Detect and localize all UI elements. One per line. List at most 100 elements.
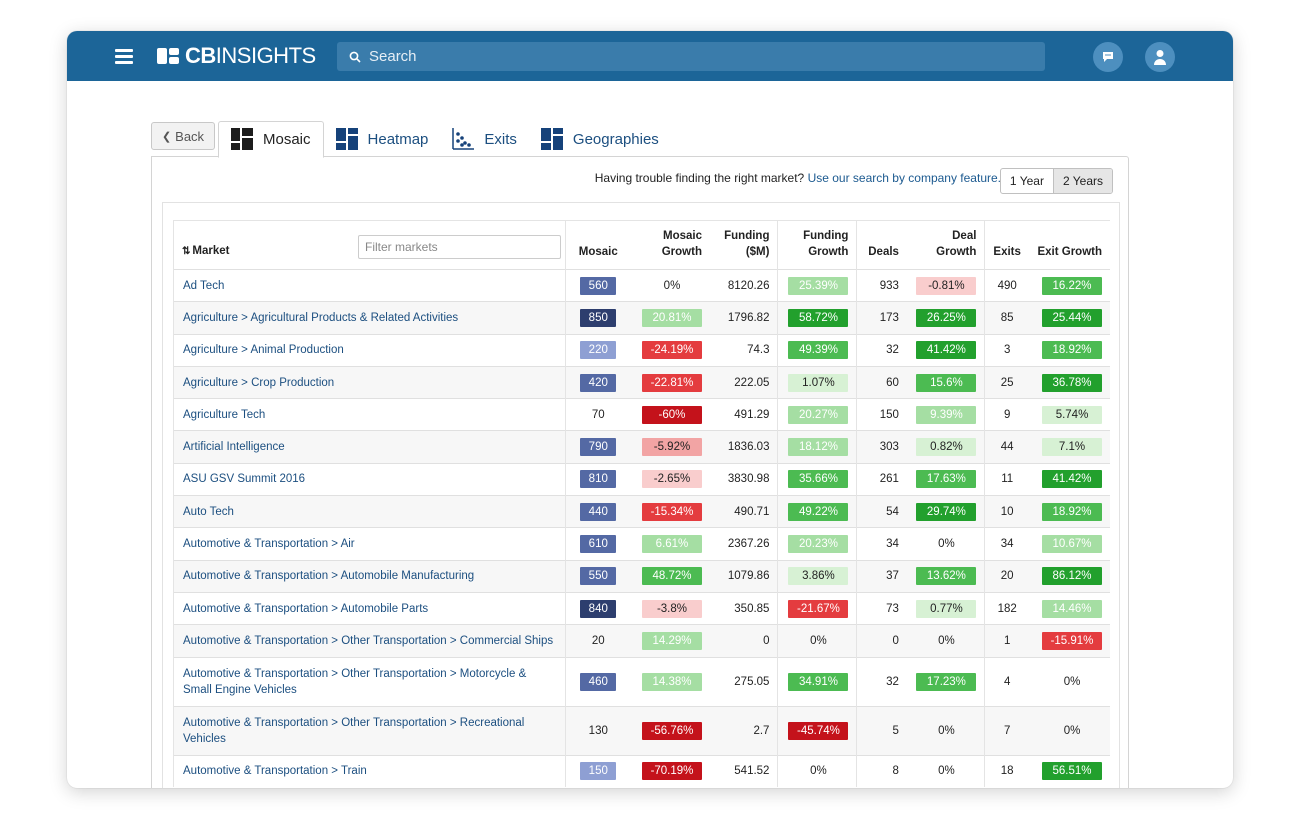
table-row: Automotive & Transportation > Other Tran… — [173, 656, 1110, 707]
market-link[interactable]: ASU GSV Summit 2016 — [183, 473, 306, 486]
funding-value: 222.05 — [734, 376, 770, 389]
market-cell[interactable]: Agriculture Tech — [173, 398, 566, 431]
mosaic-growth-cell: -22.81% — [631, 365, 710, 399]
market-link[interactable]: Agriculture > Agricultural Products & Re… — [183, 311, 459, 324]
exit-growth-column-header[interactable]: Exit Growth — [1028, 220, 1110, 270]
market-link[interactable]: Automotive & Transportation > Other Tran… — [183, 634, 554, 647]
market-link[interactable]: Agriculture > Animal Production — [183, 344, 344, 357]
exits-value: 7 — [1003, 724, 1011, 737]
funding-cell: 490.71 — [709, 495, 778, 528]
market-cell[interactable]: Automotive & Transportation > Automobile… — [173, 559, 566, 593]
market-cell[interactable]: Auto Tech — [173, 495, 566, 528]
market-cell[interactable]: Agriculture > Agricultural Products & Re… — [173, 301, 566, 335]
tab-label: Heatmap — [367, 130, 429, 148]
search-bar[interactable] — [337, 42, 1045, 71]
exit-growth-cell: 0% — [1028, 705, 1110, 756]
market-cell[interactable]: Automotive & Transportation > Other Tran… — [173, 705, 566, 756]
company-search-link[interactable]: Use our search by company feature. — [807, 171, 1001, 185]
tab-mosaic[interactable]: Mosaic — [218, 120, 324, 158]
market-cell[interactable]: Automotive & Transportation > Train — [173, 754, 566, 788]
market-link[interactable]: Automotive & Transportation > Air — [183, 538, 355, 551]
deal-growth-badge: 9.39% — [916, 405, 977, 424]
top-navbar: CBINSIGHTS — [67, 31, 1233, 81]
mosaic-column-header[interactable]: Mosaic — [564, 220, 631, 270]
exit-growth-cell: 18.92% — [1028, 333, 1110, 367]
user-profile-button[interactable] — [1145, 42, 1175, 72]
market-column-header[interactable]: ⇅ Market — [173, 220, 566, 270]
funding-growth-badge: 1.07% — [788, 373, 849, 392]
market-link[interactable]: Automotive & Transportation > Other Tran… — [183, 716, 525, 745]
exit-growth-badge: 41.42% — [1042, 470, 1102, 489]
market-cell[interactable]: Automotive & Transportation > Automobile… — [173, 591, 566, 625]
tab-heatmap[interactable]: Heatmap — [324, 121, 441, 157]
funding-growth-badge: 35.66% — [788, 470, 849, 489]
market-cell[interactable]: Automotive & Transportation > Air — [173, 527, 566, 561]
exit-growth-cell: 18.92% — [1028, 495, 1110, 528]
table-row: Agriculture > Crop Production 420 -22.81% 2… — [173, 365, 1110, 399]
market-cell[interactable]: Automotive & Transportation > Other Tran… — [173, 656, 566, 707]
market-cell[interactable]: Automotive & Transportation > Other Tran… — [173, 624, 566, 658]
market-link[interactable]: Agriculture > Crop Production — [183, 376, 335, 389]
mosaic-cell: 440 — [564, 495, 631, 528]
hamburger-menu-icon[interactable] — [115, 49, 133, 64]
market-link[interactable]: Automotive & Transportation > Automobile… — [183, 570, 475, 583]
funding-column-header[interactable]: Funding ($M) — [709, 220, 778, 270]
market-cell[interactable]: Ad Tech — [173, 268, 566, 302]
market-link[interactable]: Automotive & Transportation > Automobile… — [183, 602, 429, 615]
exit-growth-cell: 0% — [1028, 656, 1110, 707]
deals-cell: 8 — [856, 754, 907, 788]
deal-growth-badge: -0.81% — [916, 276, 977, 295]
market-cell[interactable]: Agriculture > Crop Production — [173, 365, 566, 399]
sort-icon[interactable]: ⇅ — [182, 246, 191, 257]
deal-growth-cell: 0.82% — [906, 430, 985, 464]
funding-growth-badge: 18.12% — [788, 438, 849, 457]
market-link[interactable]: Agriculture Tech — [183, 408, 266, 421]
mosaic-growth-cell: -3.8% — [631, 591, 710, 625]
cb-insights-logo[interactable]: CBINSIGHTS — [157, 45, 316, 67]
mosaic-growth-badge: -2.65% — [641, 470, 702, 489]
deal-growth-cell: 15.6% — [906, 365, 985, 399]
deal-growth-column-header[interactable]: Deal Growth — [906, 220, 985, 270]
mosaic-growth-cell: -15.34% — [631, 495, 710, 528]
market-link[interactable]: Auto Tech — [183, 505, 234, 518]
mosaic-score-badge: 130 — [588, 724, 608, 737]
market-link[interactable]: Ad Tech — [183, 279, 225, 292]
deal-growth-badge: 13.62% — [916, 567, 977, 586]
exit-growth-badge: 36.78% — [1042, 373, 1102, 392]
market-cell[interactable]: ASU GSV Summit 2016 — [173, 462, 566, 496]
funding-value: 0 — [763, 634, 770, 647]
market-link[interactable]: Automotive & Transportation > Other Tran… — [183, 667, 527, 696]
period-1-year-button[interactable]: 1 Year — [1009, 174, 1044, 188]
period-toggle: 1 Year 2 Years — [999, 168, 1113, 194]
search-input[interactable] — [369, 48, 969, 65]
market-cell[interactable]: Agriculture > Animal Production — [173, 333, 566, 367]
exits-column-header[interactable]: Exits — [984, 220, 1029, 270]
chat-button[interactable] — [1093, 42, 1123, 72]
exits-cell: 1 — [984, 624, 1029, 658]
view-tabs: ❮ Back Mosaic Heatmap Exits Geographies — [151, 120, 671, 158]
back-button[interactable]: ❮ Back — [151, 122, 215, 150]
exits-cell: 25 — [984, 365, 1029, 399]
period-2-years-button[interactable]: 2 Years — [1052, 169, 1112, 193]
mosaic-growth-badge: 14.29% — [641, 631, 702, 650]
deal-growth-badge: 26.25% — [916, 308, 977, 327]
mosaic-score-badge: 850 — [580, 308, 617, 327]
market-link[interactable]: Artificial Intelligence — [183, 441, 285, 454]
deal-growth-cell: 0% — [906, 705, 985, 756]
filter-markets-input[interactable] — [358, 235, 561, 259]
deals-cell: 32 — [856, 333, 907, 367]
market-link[interactable]: Automotive & Transportation > Train — [183, 765, 367, 778]
tab-geographies[interactable]: Geographies — [529, 121, 671, 157]
funding-cell: 74.3 — [709, 333, 778, 367]
exits-cell: 11 — [984, 462, 1029, 496]
mosaic-growth-column-header[interactable]: Mosaic Growth — [631, 220, 710, 270]
deals-column-header[interactable]: Deals — [856, 220, 907, 270]
funding-growth-column-header[interactable]: Funding Growth — [777, 220, 857, 270]
mosaic-growth-badge: -3.8% — [641, 599, 702, 618]
mosaic-growth-badge: 6.61% — [641, 535, 702, 554]
market-cell[interactable]: Artificial Intelligence — [173, 430, 566, 464]
tab-exits[interactable]: Exits — [440, 121, 529, 157]
mosaic-growth-badge: -70.19% — [641, 762, 702, 781]
mosaic-score-badge: 20 — [591, 634, 605, 647]
